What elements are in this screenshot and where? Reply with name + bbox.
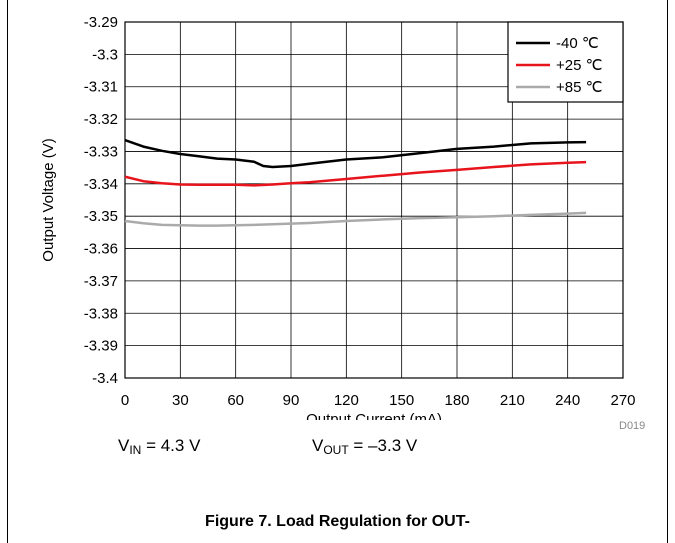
vin-condition: VIN = 4.3 V <box>118 436 201 457</box>
y-tick-label: -3.33 <box>84 143 118 160</box>
series-line-1 <box>124 138 587 169</box>
figure-caption: Figure 7. Load Regulation for OUT- <box>205 513 470 530</box>
x-tick-label: 270 <box>610 392 635 409</box>
series-line-2 <box>124 160 587 187</box>
x-tick-label: 180 <box>444 392 469 409</box>
load-regulation-chart: 0 30 60 90 120 150 180 210 240 270 -3.29 -3.3 -3.31 -… <box>40 14 636 420</box>
y-tick-label: -3.32 <box>84 111 118 128</box>
x-tick-label: 240 <box>555 392 580 409</box>
x-tick-label: 30 <box>172 392 189 409</box>
y-tick-label: -3.34 <box>84 176 118 193</box>
y-tick-label: -3.38 <box>84 305 118 322</box>
y-tick-label: -3.4 <box>92 370 118 387</box>
x-tick-label: 0 <box>121 392 129 409</box>
legend-entry: +85 ℃ <box>556 79 602 96</box>
series-line-3 <box>124 211 587 227</box>
x-axis-label: Output Current (mA) <box>306 411 442 420</box>
x-tick-label: 210 <box>500 392 525 409</box>
y-tick-label: -3.39 <box>84 338 118 355</box>
y-tick-label: -3.35 <box>84 208 118 225</box>
y-tick-label: -3.31 <box>84 79 118 96</box>
legend-box <box>507 21 624 103</box>
y-tick-label: -3.3 <box>92 46 118 63</box>
vout-condition: VOUT = –3.3 V <box>312 436 418 457</box>
y-tick-label: -3.29 <box>84 14 118 31</box>
x-tick-label: 150 <box>389 392 414 409</box>
x-tick-label: 60 <box>227 392 244 409</box>
figure-frame <box>7 0 668 543</box>
plot-border <box>124 21 624 379</box>
y-axis-label: Output Voltage (V) <box>40 138 57 261</box>
legend-entry: -40 ℃ <box>556 35 599 52</box>
x-tick-label: 120 <box>334 392 359 409</box>
y-tick-label: -3.37 <box>84 273 118 290</box>
figure-code: D019 <box>619 420 646 432</box>
legend-entry: +25 ℃ <box>556 57 602 74</box>
y-tick-label: -3.36 <box>84 241 118 258</box>
x-tick-label: 90 <box>283 392 300 409</box>
